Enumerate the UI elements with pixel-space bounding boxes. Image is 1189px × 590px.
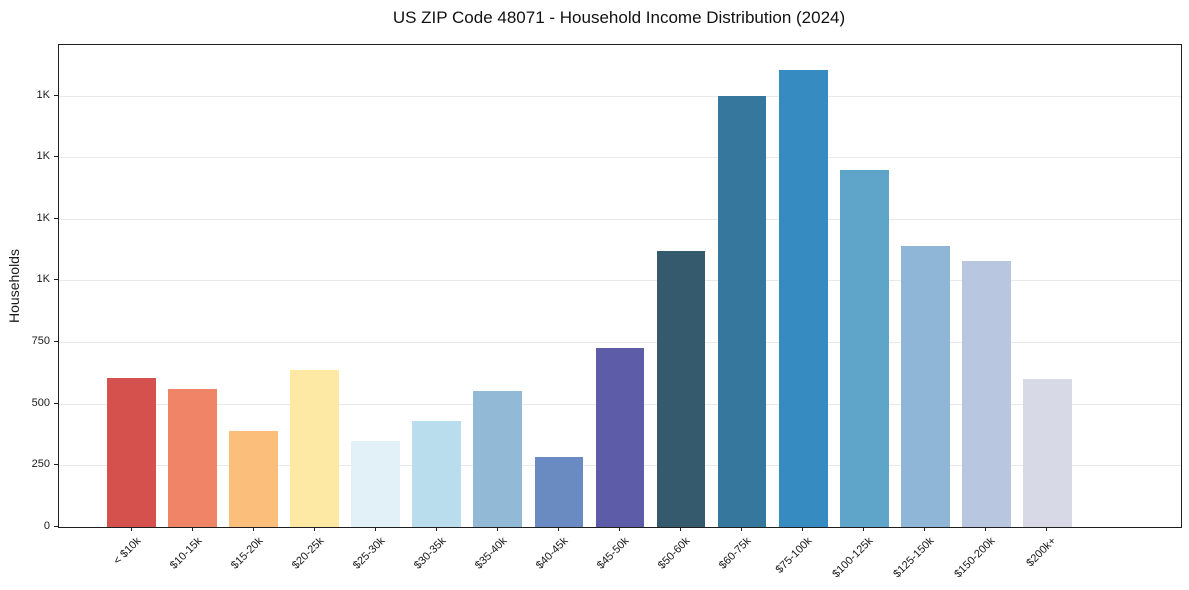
- y-tick-mark: [54, 94, 58, 96]
- gridline: [59, 157, 1181, 159]
- x-tick-mark: [557, 527, 559, 531]
- bar: [229, 430, 279, 527]
- x-tick-mark: [130, 527, 132, 531]
- x-tick-mark: [924, 527, 926, 531]
- x-tick-mark: [985, 527, 987, 531]
- bar: [778, 69, 828, 527]
- y-tick-label: 500: [31, 396, 50, 409]
- gridline: [59, 218, 1181, 220]
- y-tick-mark: [54, 279, 58, 281]
- bar: [900, 245, 950, 527]
- y-tick-label: 250: [31, 458, 50, 471]
- gridline: [59, 280, 1181, 282]
- y-tick-mark: [54, 464, 58, 466]
- y-tick-label: 0: [43, 520, 50, 532]
- y-tick-mark: [54, 526, 58, 527]
- y-tick-label: 1K: [36, 273, 50, 286]
- chart-title: US ZIP Code 48071 - Household Income Dis…: [392, 8, 846, 27]
- y-tick-mark: [54, 156, 58, 158]
- y-tick-mark: [54, 402, 58, 404]
- y-tick-mark: [54, 341, 58, 343]
- y-tick-mark: [54, 217, 58, 219]
- x-tick-label: < $10k: [111, 535, 144, 568]
- bar: [534, 456, 584, 527]
- gridline: [59, 342, 1181, 344]
- x-tick-mark: [741, 527, 743, 531]
- bar: [168, 388, 218, 527]
- y-tick-label: 1K: [36, 88, 50, 101]
- y-tick-label: 1K: [36, 211, 50, 224]
- bar: [656, 250, 706, 527]
- bar: [595, 348, 645, 527]
- x-tick-mark: [435, 527, 437, 531]
- x-tick-mark: [313, 527, 315, 531]
- bar: [351, 440, 401, 527]
- x-tick-mark: [496, 527, 498, 531]
- bar: [473, 391, 523, 527]
- y-tick-label: 750: [31, 335, 50, 348]
- x-tick-mark: [374, 527, 376, 531]
- x-tick-mark: [1046, 527, 1048, 531]
- bar: [290, 370, 340, 527]
- bar: [1022, 379, 1072, 527]
- x-tick-mark: [191, 527, 193, 531]
- bar: [839, 169, 889, 527]
- bar: [961, 260, 1011, 527]
- x-tick-mark: [802, 527, 804, 531]
- x-tick-mark: [863, 527, 865, 531]
- y-tick-label: 1K: [36, 150, 50, 163]
- gridline: [59, 95, 1181, 97]
- x-tick-mark: [619, 527, 620, 531]
- x-tick-mark: [252, 527, 254, 531]
- plot-area: [58, 44, 1182, 528]
- bar: [107, 377, 157, 527]
- bar: [717, 95, 767, 527]
- x-tick-mark: [680, 527, 682, 531]
- bar: [412, 421, 462, 527]
